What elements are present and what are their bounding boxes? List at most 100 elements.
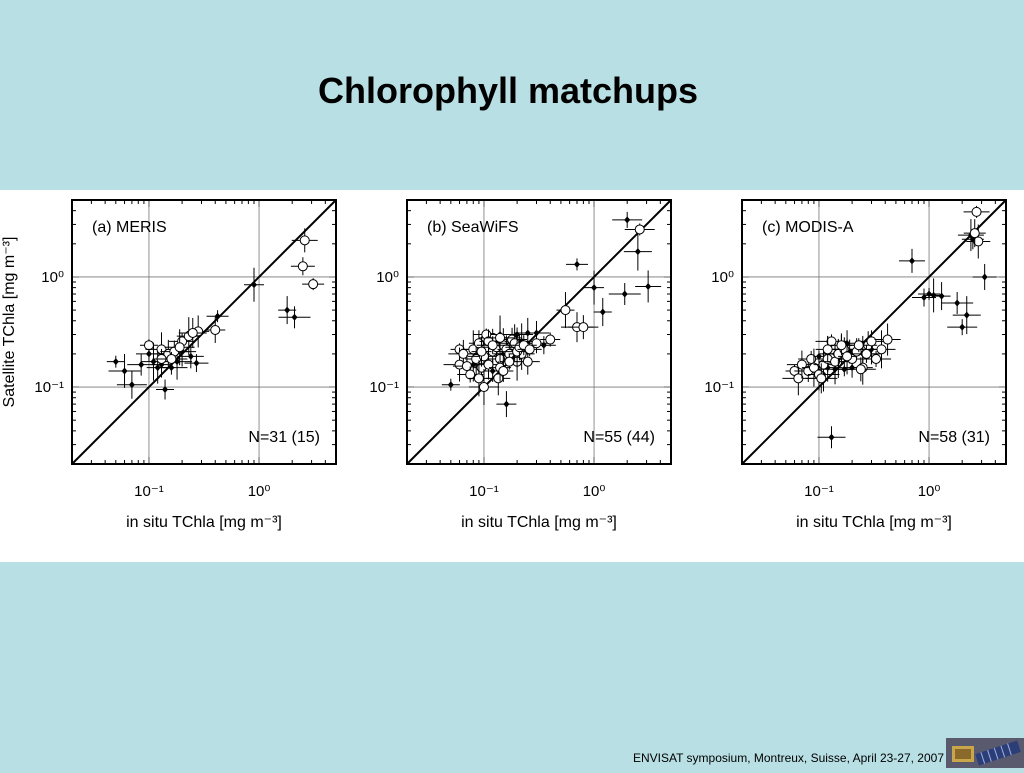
data-point-filled-diamond: [489, 367, 496, 375]
data-point-filled-diamond: [926, 290, 933, 298]
x-axis-label: in situ TChla [mg m⁻³]: [126, 514, 282, 531]
data-point-open-circle: [971, 206, 982, 217]
data-point-open-circle: [210, 324, 221, 335]
footer-text: ENVISAT symposium, Montreux, Suisse, Apr…: [632, 751, 944, 765]
data-point-filled-diamond: [128, 381, 135, 389]
data-point-filled-diamond: [634, 248, 641, 256]
data-point-open-circle: [634, 224, 645, 235]
data-point-open-circle: [545, 334, 556, 345]
plot-frame: [406, 199, 672, 465]
scatter-plots-svg: (a) MERIS N=31 (15) 10⁻¹ 10⁻¹ 10⁰ 10⁰ in situ …: [1, 199, 1007, 531]
data-point-open-circle: [465, 369, 476, 380]
plot-frame: [741, 199, 1007, 465]
data-point-filled-diamond: [963, 311, 970, 319]
y-tick-label: 10⁻¹: [369, 379, 399, 396]
y-tick-label: 10⁰: [711, 269, 734, 286]
data-point-open-circle: [855, 364, 866, 375]
data-point-filled-diamond: [162, 385, 169, 393]
data-point-open-circle: [816, 373, 827, 384]
data-point-open-circle: [522, 356, 533, 367]
data-point-open-circle: [866, 336, 877, 347]
data-point-filled-diamond: [621, 290, 628, 298]
data-point-filled-diamond: [214, 312, 221, 320]
data-point-filled-diamond: [447, 381, 454, 389]
data-point-open-circle: [793, 373, 804, 384]
data-point-open-circle: [166, 353, 177, 364]
data-point-filled-diamond: [168, 364, 175, 372]
one-to-one-line: [406, 199, 672, 465]
data-point-filled-diamond: [193, 359, 200, 367]
data-point-open-circle: [493, 373, 504, 384]
data-point-open-circle: [836, 340, 847, 351]
data-point-filled-diamond: [187, 352, 194, 360]
y-axis-label: Satellite TChla [mg m⁻³]: [1, 237, 18, 408]
data-point-filled-diamond: [599, 308, 606, 316]
x-tick-label: 10⁰: [248, 483, 271, 500]
data-point-filled-diamond: [921, 294, 928, 302]
y-tick-label: 10⁻¹: [704, 379, 734, 396]
data-point-open-circle: [476, 346, 487, 357]
data-point-open-circle: [853, 340, 864, 351]
data-point-open-circle: [969, 228, 980, 239]
slide-title: Chlorophyll matchups: [317, 70, 699, 111]
data-point-open-circle: [808, 362, 819, 373]
data-point-open-circle: [876, 344, 887, 355]
data-point-open-circle: [882, 334, 893, 345]
data-point-filled-diamond: [145, 350, 152, 358]
x-tick-label: 10⁰: [918, 483, 941, 500]
y-tick-label: 10⁰: [41, 269, 64, 286]
data-point-open-circle: [299, 235, 310, 246]
data-point-filled-diamond: [112, 358, 119, 366]
panel-label: (a) MERIS: [92, 219, 167, 236]
x-tick-label: 10⁻¹: [134, 483, 164, 500]
data-point-open-circle: [308, 279, 319, 290]
data-point-filled-diamond: [573, 260, 580, 268]
chart-panel-1: (b) SeaWiFS N=55 (44) 10⁻¹ 10⁻¹ 10⁰ 10⁰ in sit…: [369, 199, 672, 531]
data-point-filled-diamond: [828, 433, 835, 441]
data-point-filled-diamond: [938, 292, 945, 300]
chart-panel-0: (a) MERIS N=31 (15) 10⁻¹ 10⁻¹ 10⁰ 10⁰ in situ …: [1, 199, 337, 531]
data-point-filled-diamond: [930, 291, 937, 299]
chart-panel-2: (c) MODIS-A N=58 (31) 10⁻¹ 10⁻¹ 10⁰ 10⁰ in sit…: [704, 199, 1007, 531]
data-point-open-circle: [861, 348, 872, 359]
one-to-one-line: [741, 199, 1007, 465]
one-to-one-line: [71, 199, 337, 465]
data-point-open-circle: [826, 336, 837, 347]
y-tick-label: 10⁻¹: [34, 379, 64, 396]
data-point-filled-diamond: [291, 313, 298, 321]
x-axis-label: in situ TChla [mg m⁻³]: [796, 514, 952, 531]
data-point-open-circle: [504, 356, 515, 367]
data-point-open-circle: [174, 342, 185, 353]
data-point-filled-diamond: [591, 284, 598, 292]
data-point-open-circle: [973, 236, 984, 247]
panel-label: (c) MODIS-A: [762, 219, 854, 236]
data-point-open-circle: [461, 361, 472, 372]
data-point-open-circle: [822, 344, 833, 355]
n-label: N=31 (15): [248, 429, 320, 446]
data-point-filled-diamond: [503, 400, 510, 408]
data-point-filled-diamond: [284, 306, 291, 314]
data-point-filled-diamond: [533, 329, 540, 337]
data-point-open-circle: [871, 353, 882, 364]
data-point-open-circle: [842, 351, 853, 362]
data-point-filled-diamond: [138, 361, 145, 369]
chart-figure: (a) MERIS N=31 (15) 10⁻¹ 10⁻¹ 10⁰ 10⁰ in situ …: [0, 190, 1024, 562]
x-tick-label: 10⁰: [583, 483, 606, 500]
y-tick-label: 10⁰: [376, 269, 399, 286]
data-point-open-circle: [487, 340, 498, 351]
panel-label: (b) SeaWiFS: [427, 219, 519, 236]
data-point-open-circle: [483, 359, 494, 370]
data-point-open-circle: [297, 261, 308, 272]
data-point-open-circle: [498, 365, 509, 376]
data-point-filled-diamond: [150, 358, 157, 366]
data-point-filled-diamond: [251, 281, 258, 289]
x-tick-label: 10⁻¹: [469, 483, 499, 500]
data-point-open-circle: [473, 338, 484, 349]
data-point-filled-diamond: [908, 257, 915, 265]
n-label: N=58 (31): [918, 429, 990, 446]
data-point-open-circle: [524, 344, 535, 355]
data-point-filled-diamond: [954, 299, 961, 307]
data-point-open-circle: [187, 327, 198, 338]
data-point-filled-diamond: [645, 282, 652, 290]
data-point-filled-diamond: [121, 367, 128, 375]
